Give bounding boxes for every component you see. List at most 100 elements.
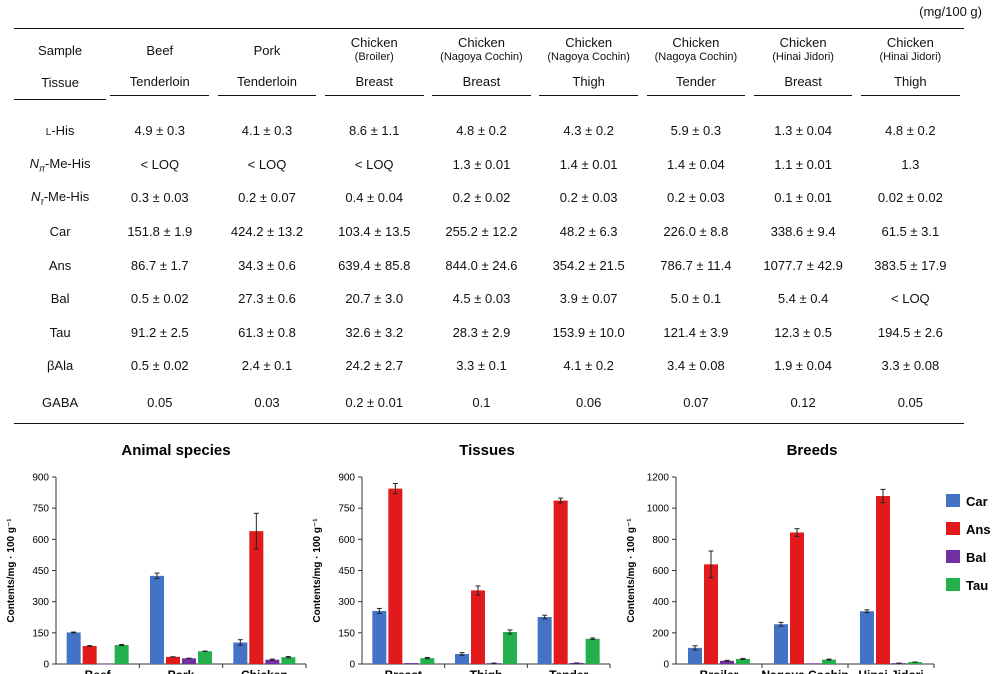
bar-tau — [736, 658, 750, 664]
row-label: Nτ-Me-His — [30, 189, 90, 207]
sample-header: Beef — [106, 28, 214, 71]
tissue-label-text: Tissue — [41, 74, 79, 90]
table-cell: 28.3 ± 2.9 — [452, 324, 511, 340]
row-label: Ans — [48, 257, 72, 273]
table-cell: 0.1 ± 0.01 — [774, 190, 832, 206]
tissue-cell: Thigh — [535, 71, 642, 100]
x-tick-label: Beef — [85, 668, 112, 674]
bar-ans — [471, 590, 485, 664]
table-cell: 844.0 ± 24.6 — [445, 257, 518, 273]
table-cell: 8.6 ± 1.1 — [348, 123, 400, 139]
table-cell: 151.8 ± 1.9 — [127, 224, 193, 240]
table-cell: 24.2 ± 2.7 — [345, 358, 404, 374]
tissue-cell-text: Thigh — [539, 74, 638, 97]
table-cell: 424.2 ± 13.2 — [230, 224, 304, 240]
row-label: Tau — [49, 324, 71, 340]
bar-car — [372, 610, 387, 664]
table-cell: 5.9 ± 0.3 — [670, 123, 722, 139]
bar-tau — [420, 658, 435, 664]
bar-bal — [404, 663, 419, 664]
table-cell: 0.5 ± 0.02 — [130, 358, 189, 374]
table-cell: 1.3 ± 0.04 — [774, 123, 832, 139]
table-row: Tau 91.2 ± 2.5 61.3 ± 0.8 32.6 ± 3.2 28.3 ± … — [14, 316, 964, 350]
y-tick-label: 400 — [652, 597, 669, 608]
sample-subname: (Nagoya Cochin) — [440, 51, 523, 63]
table-cell: 0.05 — [856, 382, 964, 424]
y-tick-label: 300 — [32, 597, 49, 608]
tissue-cell-text: Thigh — [861, 74, 960, 97]
sample-subname: (Nagoya Cochin) — [654, 51, 738, 63]
table-cell: 86.7 ± 1.7 — [130, 257, 189, 273]
table-cell: 61.5 ± 3.1 — [881, 224, 940, 240]
table-cell: 5.0 ± 0.1 — [670, 291, 722, 307]
table-cell: 1.3 ± 0.01 — [452, 156, 511, 172]
unit-label: (mg/100 g) — [919, 4, 982, 19]
table-cell: 0.2 ± 0.03 — [667, 190, 725, 206]
legend-label: Car — [966, 494, 988, 509]
table-cell: 0.2 ± 0.07 — [238, 190, 296, 206]
x-tick-label: Hinai Jidori — [858, 668, 923, 674]
tissue-cell-text: Tender — [646, 74, 746, 97]
x-tick-label: Breast — [385, 668, 422, 674]
table-row: Nτ-Me-His 0.3 ± 0.03 0.2 ± 0.07 0.4 ± 0.04 0… — [14, 181, 964, 215]
table-cell: 153.9 ± 10.0 — [552, 324, 625, 340]
bar-car — [150, 575, 164, 664]
table-cell: 103.4 ± 13.5 — [338, 224, 411, 240]
sample-header: Chicken (Nagoya Cochin) — [427, 28, 536, 71]
tissue-cell: Thigh — [857, 71, 964, 100]
tissue-label: Tissue — [14, 71, 107, 100]
bar-ans — [166, 656, 180, 664]
bar-ans — [249, 531, 264, 664]
bar-ans — [82, 645, 97, 664]
bar-tau — [585, 638, 600, 664]
bar-car — [233, 642, 248, 664]
bar-ans — [704, 564, 718, 664]
row-label: Nπ-Me-His — [29, 155, 91, 174]
sample-name: Chicken — [886, 35, 934, 50]
table-cell: 1.3 — [901, 156, 920, 172]
tissue-cell-text: Breast — [753, 74, 853, 97]
bar-bal — [265, 659, 280, 664]
header-label: Sample — [14, 28, 107, 71]
table-cell: 0.05 — [106, 382, 214, 424]
legend-swatch-car — [946, 494, 960, 507]
table-cell: 0.02 ± 0.02 — [877, 190, 943, 206]
table-cell: < LOQ — [247, 156, 287, 172]
row-label: Car — [49, 224, 71, 240]
bar-bal — [806, 663, 820, 664]
y-tick-label: 600 — [32, 535, 49, 546]
table-cell: 1.4 ± 0.01 — [559, 156, 618, 172]
table-cell: 0.07 — [642, 382, 750, 424]
table-cell: 0.2 ± 0.02 — [452, 190, 511, 206]
table-row: L-His 4.9 ± 0.3 4.1 ± 0.3 8.6 ± 1.1 4.8 ± 0.… — [14, 100, 964, 148]
table-cell: < LOQ — [891, 291, 930, 307]
sample-header: Chicken (Nagoya Cochin) — [535, 28, 643, 71]
sample-header: Chicken (Hinai Jidori) — [749, 28, 857, 71]
x-tick-label: Chicken — [241, 668, 288, 674]
sample-name: Chicken — [457, 35, 505, 50]
x-tick-label: Broiler — [700, 668, 739, 674]
table-cell: 4.3 ± 0.2 — [563, 123, 614, 139]
bar-tau — [503, 632, 517, 664]
y-tick-label: 800 — [652, 535, 669, 546]
y-tick-label: 900 — [338, 473, 355, 484]
sample-name: Chicken — [565, 35, 613, 50]
table-cell: 639.4 ± 85.8 — [338, 257, 411, 273]
tissue-cell: Breast — [428, 71, 535, 100]
table-row: Ans 86.7 ± 1.7 34.3 ± 0.6 639.4 ± 85.8 844.0… — [14, 248, 964, 282]
table-cell: 255.2 ± 12.2 — [445, 224, 518, 240]
y-tick-label: 0 — [349, 660, 355, 671]
y-tick-label: 1000 — [647, 504, 670, 515]
sample-name: Chicken — [779, 35, 827, 50]
bar-car — [688, 647, 702, 664]
legend-swatch-ans — [946, 522, 960, 535]
sample-name: Chicken — [350, 35, 398, 50]
table-cell: 3.3 ± 0.1 — [456, 358, 507, 374]
table-row: Car 151.8 ± 1.9 424.2 ± 13.2 103.4 ± 13.5 25… — [14, 215, 964, 249]
bar-tau — [114, 645, 129, 664]
table-cell: 0.4 ± 0.04 — [345, 190, 404, 206]
y-tick-label: 200 — [652, 628, 669, 639]
table-cell: 12.3 ± 0.5 — [774, 324, 832, 340]
table-row: GABA 0.05 0.03 0.2 ± 0.01 0.1 0.06 0.07 0.12 0.0… — [14, 382, 964, 424]
table-cell: 354.2 ± 21.5 — [552, 257, 625, 273]
